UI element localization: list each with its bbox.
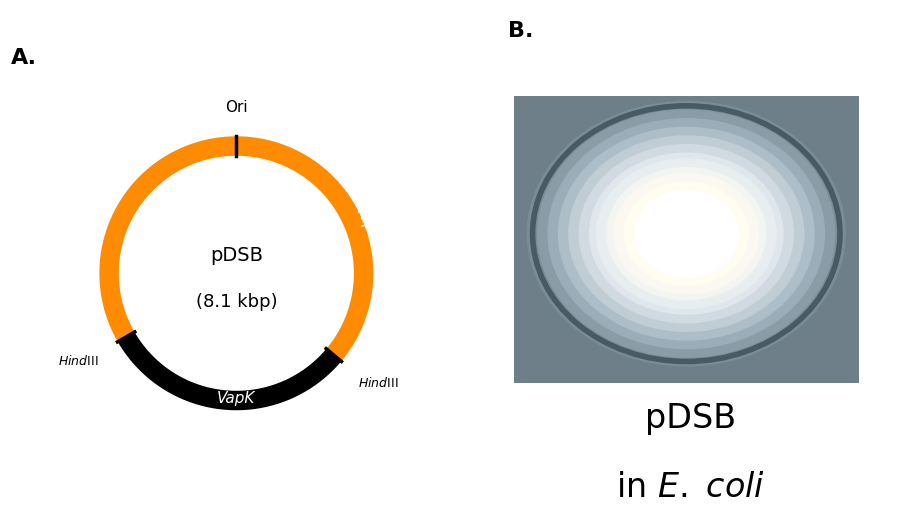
Circle shape	[558, 127, 814, 340]
Circle shape	[624, 182, 748, 285]
Circle shape	[579, 145, 794, 323]
Circle shape	[548, 119, 824, 348]
Circle shape	[607, 168, 765, 300]
Circle shape	[634, 190, 738, 277]
Text: B.: B.	[507, 21, 533, 41]
Text: pDSB: pDSB	[645, 402, 736, 435]
Circle shape	[642, 196, 731, 271]
Text: VapK: VapK	[352, 204, 382, 245]
Circle shape	[596, 159, 776, 309]
Text: $\mathit{Cm}^r$: $\mathit{Cm}^r$	[76, 250, 95, 282]
Circle shape	[538, 110, 834, 357]
Text: A.: A.	[11, 48, 37, 68]
Text: $\mathit{Hind}$III: $\mathit{Hind}$III	[58, 354, 99, 368]
Circle shape	[590, 153, 783, 314]
Text: Ori: Ori	[225, 100, 247, 115]
Text: in $\mathit{E.}$ $\mathit{coli}$: in $\mathit{E.}$ $\mathit{coli}$	[616, 471, 765, 504]
Text: (8.1 kbp): (8.1 kbp)	[195, 293, 277, 311]
Text: VapK: VapK	[217, 391, 255, 406]
Circle shape	[527, 102, 845, 366]
Text: pDSB: pDSB	[210, 246, 263, 264]
Circle shape	[569, 136, 804, 331]
Circle shape	[614, 173, 759, 294]
Text: $\mathit{Hind}$III: $\mathit{Hind}$III	[358, 376, 399, 390]
